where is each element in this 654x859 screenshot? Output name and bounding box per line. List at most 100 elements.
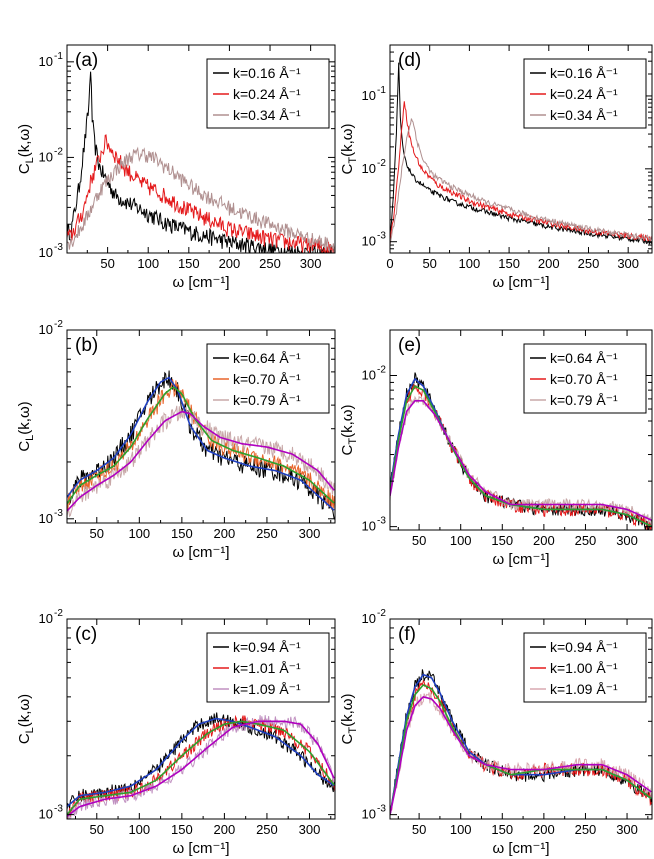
- y-tick-label: 10: [362, 161, 376, 176]
- x-tick-label: 50: [412, 822, 426, 837]
- series-line-k1: [67, 134, 335, 253]
- x-tick-label: 150: [491, 822, 513, 837]
- y-axis-label-rest: (k,ω): [16, 124, 33, 157]
- legend: k=0.94 Å⁻¹ k=1.00 Å⁻¹ k=1.09 Å⁻¹: [523, 632, 647, 703]
- x-tick-label: 100: [128, 526, 150, 541]
- x-tick-label: 100: [459, 256, 481, 271]
- y-axis-label-main: C: [339, 444, 356, 455]
- legend: k=0.16 Å⁻¹ k=0.24 Å⁻¹ k=0.34 Å⁻¹: [206, 58, 330, 129]
- y-tick-label: 10: [362, 519, 376, 534]
- series-line-k2: [67, 146, 335, 253]
- x-tick-label: 300: [299, 526, 321, 541]
- x-axis-label: ω [cm⁻¹]: [172, 274, 229, 291]
- y-tick-label: 10: [362, 367, 376, 382]
- legend-entry: k=0.79 Å⁻¹: [550, 392, 618, 408]
- x-tick-label: 50: [90, 822, 104, 837]
- x-tick-label: 150: [178, 256, 200, 271]
- series-line-fit-magenta: [67, 410, 335, 512]
- x-tick-label: 300: [616, 822, 638, 837]
- legend-entry: k=0.16 Å⁻¹: [233, 65, 301, 81]
- y-axis-label-rest: (k,ω): [339, 405, 356, 438]
- x-tick-label: 50: [100, 256, 114, 271]
- panel-label: (e): [398, 335, 421, 356]
- y-tick-exponent: -3: [54, 804, 63, 815]
- x-tick-label: 200: [538, 256, 560, 271]
- x-tick-label: 100: [450, 533, 472, 548]
- legend-entry: k=0.79 Å⁻¹: [233, 392, 301, 408]
- legend: k=0.94 Å⁻¹ k=1.01 Å⁻¹ k=1.09 Å⁻¹: [206, 632, 330, 703]
- x-tick-label: 300: [300, 256, 322, 271]
- plot-frame: [66, 618, 336, 820]
- legend-entry: k=0.94 Å⁻¹: [550, 639, 618, 655]
- y-axis-label-sub: T: [347, 727, 359, 734]
- legend: k=0.64 Å⁻¹ k=0.70 Å⁻¹ k=0.79 Å⁻¹: [523, 343, 647, 414]
- y-tick-label: 10: [362, 807, 376, 822]
- y-axis-label: CT(k,ω): [339, 405, 359, 456]
- x-tick-label: 150: [171, 526, 193, 541]
- plot-frame: [389, 329, 653, 531]
- legend-entry: k=1.01 Å⁻¹: [233, 660, 301, 676]
- series-line-fit-green: [67, 720, 335, 816]
- x-tick-label: 300: [299, 822, 321, 837]
- x-tick-label: 100: [450, 822, 472, 837]
- y-axis-label-main: C: [339, 733, 356, 744]
- y-tick-exponent: -3: [377, 804, 386, 815]
- series-line-fit-magenta: [67, 720, 335, 818]
- y-axis-label-rest: (k,ω): [16, 694, 33, 727]
- series-line-fit-blue: [67, 717, 335, 808]
- plot-frame: [389, 618, 653, 820]
- y-tick-label: 10: [39, 611, 53, 626]
- legend-entry: k=1.09 Å⁻¹: [550, 681, 618, 697]
- x-tick-label: 200: [533, 822, 555, 837]
- y-axis-label: CL(k,ω): [16, 401, 36, 451]
- x-tick-label: 250: [259, 256, 281, 271]
- y-tick-label: 10: [362, 611, 376, 626]
- y-tick-label: 10: [39, 54, 53, 69]
- panel-label: (a): [75, 50, 98, 71]
- y-tick-exponent: -3: [377, 516, 386, 527]
- legend-entry: k=0.94 Å⁻¹: [233, 639, 301, 655]
- y-tick-label: 10: [39, 245, 53, 260]
- x-tick-label: 250: [256, 526, 278, 541]
- y-axis-label: CT(k,ω): [339, 124, 359, 175]
- y-tick-exponent: -2: [54, 146, 63, 157]
- y-axis-label-rest: (k,ω): [339, 124, 356, 157]
- legend-entry: k=0.16 Å⁻¹: [550, 65, 618, 81]
- y-axis-label-sub: L: [24, 435, 36, 441]
- x-tick-label: 200: [219, 256, 241, 271]
- y-tick-exponent: -3: [54, 508, 63, 519]
- x-axis-label: ω [cm⁻¹]: [492, 551, 549, 568]
- x-tick-label: 150: [171, 822, 193, 837]
- x-tick-label: 250: [575, 533, 597, 548]
- legend-entry: k=0.24 Å⁻¹: [233, 86, 301, 102]
- x-tick-label: 250: [256, 822, 278, 837]
- legend-entry: k=0.70 Å⁻¹: [550, 371, 618, 387]
- series-group: [67, 370, 335, 520]
- x-tick-label: 300: [617, 256, 639, 271]
- x-axis-label: ω [cm⁻¹]: [172, 840, 229, 857]
- panel-label: (f): [398, 624, 416, 645]
- legend-entry: k=0.24 Å⁻¹: [550, 86, 618, 102]
- legend: k=0.16 Å⁻¹ k=0.24 Å⁻¹ k=0.34 Å⁻¹: [523, 58, 647, 129]
- y-tick-exponent: -2: [54, 608, 63, 619]
- y-tick-label: 10: [39, 807, 53, 822]
- x-tick-label: 300: [616, 533, 638, 548]
- series-line-fit-magenta: [390, 696, 652, 815]
- y-tick-exponent: -2: [377, 364, 386, 375]
- y-tick-exponent: -1: [54, 51, 63, 62]
- y-axis-label-main: C: [16, 733, 33, 744]
- series-group: [390, 669, 652, 816]
- legend-entry: k=1.09 Å⁻¹: [233, 681, 301, 697]
- panel-label: (c): [75, 624, 97, 645]
- y-tick-label: 10: [39, 322, 53, 337]
- series-group: [390, 62, 652, 245]
- series-group: [390, 372, 652, 530]
- x-tick-label: 0: [386, 256, 393, 271]
- y-tick-exponent: -3: [377, 231, 386, 242]
- x-tick-label: 250: [578, 256, 600, 271]
- y-axis-label-sub: T: [347, 157, 359, 164]
